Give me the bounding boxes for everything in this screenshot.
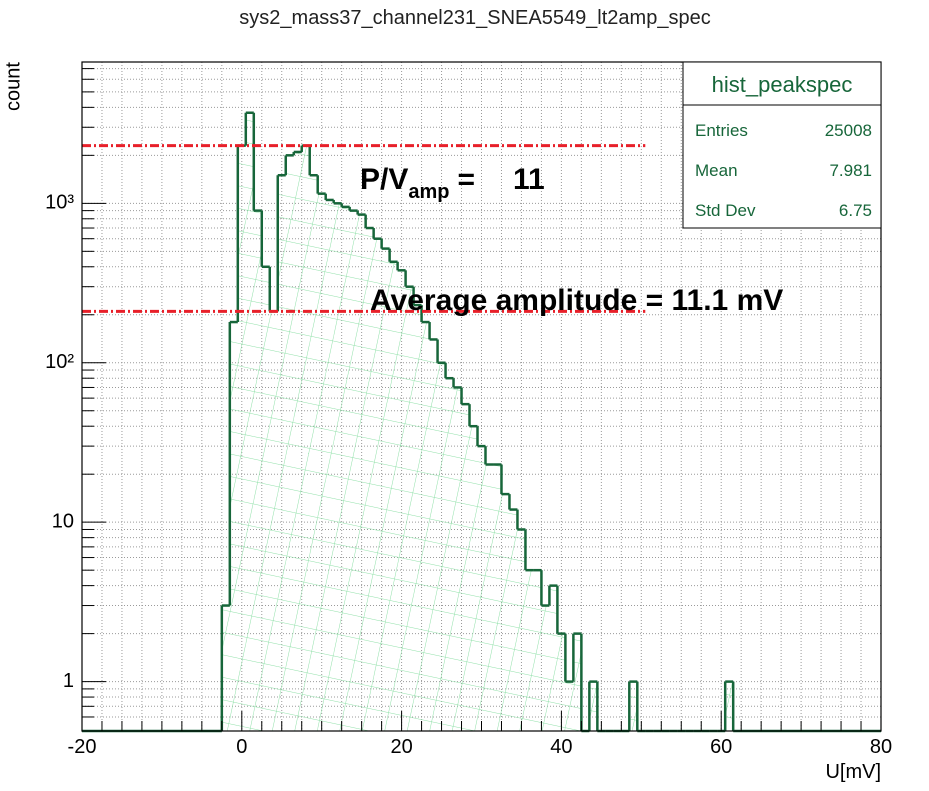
stats-label: Std Dev	[695, 201, 756, 220]
reference-lines	[82, 144, 646, 313]
axes: -20 0 20 40 60 80 1 10 10² 10³	[45, 68, 892, 758]
hist-bar	[285, 155, 294, 731]
hist-bar	[317, 193, 326, 732]
hist-bar	[469, 426, 478, 731]
x-tick-label: 0	[236, 736, 247, 758]
hist-bar	[589, 681, 598, 731]
pv-sub: amp	[408, 181, 449, 203]
stats-value: 25008	[825, 121, 872, 140]
stats-label: Mean	[695, 161, 738, 180]
pv-eq: =	[457, 163, 475, 196]
hist-bar	[517, 529, 526, 731]
hist-bar	[413, 305, 422, 731]
hist-bar	[293, 151, 302, 732]
hist-bar	[389, 261, 398, 731]
hist-bar	[453, 387, 462, 731]
pv-value: 11	[513, 163, 545, 196]
hist-bar	[437, 362, 446, 731]
x-axis-label: U[mV]	[825, 761, 881, 783]
x-tick-label: 60	[710, 736, 732, 758]
hist-bar	[557, 633, 566, 731]
hist-bar	[629, 681, 638, 731]
pv-annotation: P/Vamp = 11	[360, 163, 545, 203]
hist-bar	[349, 210, 358, 731]
y-axis-label: count	[2, 62, 24, 111]
hist-bar	[245, 112, 254, 732]
hist-bar	[309, 175, 318, 731]
hist-bar	[261, 266, 270, 731]
hist-bar	[341, 206, 350, 731]
hist-bar	[501, 494, 510, 731]
x-tick-label: 80	[870, 736, 892, 758]
y-tick-label: 10³	[45, 192, 74, 214]
hist-bar	[237, 145, 246, 732]
hist-bar	[445, 378, 454, 731]
x-tick-label: 40	[550, 736, 572, 758]
hist-bar	[221, 605, 230, 731]
pv-text: P/V	[360, 163, 408, 196]
hist-bar	[325, 199, 334, 732]
x-tick-label: 20	[390, 736, 412, 758]
grid	[81, 62, 882, 731]
chart-title: sys2_mass37_channel231_SNEA5549_lt2amp_s…	[239, 7, 710, 29]
hist-bar	[541, 605, 550, 731]
hist-bar	[365, 228, 374, 731]
hist-bar	[373, 238, 382, 731]
hist-bar	[357, 214, 366, 732]
x-tick-label: -20	[68, 736, 97, 758]
hist-bar	[573, 633, 582, 731]
stats-frame	[682, 61, 882, 229]
hist-bar	[333, 203, 342, 732]
hist-bar	[565, 681, 574, 731]
hist-bar	[229, 322, 238, 731]
y-tick-label: 10²	[45, 351, 74, 373]
stats-box: hist_peakspec Entries 25008 Mean 7.981 Std D…	[682, 61, 882, 229]
y-tick-label: 1	[63, 670, 74, 692]
hist-bar	[509, 509, 518, 731]
hist-bar	[725, 681, 734, 731]
hist-bar	[381, 248, 390, 731]
hist-bar	[493, 464, 502, 731]
hist-bar	[477, 446, 486, 731]
hist-bar	[549, 585, 558, 731]
stats-value: 6.75	[839, 201, 872, 220]
hist-bar	[253, 210, 262, 731]
avg-annotation: Average amplitude = 11.1 mV	[370, 284, 783, 317]
stats-value: 7.981	[829, 161, 872, 180]
hist-bar	[485, 464, 494, 731]
hist-bar	[269, 311, 278, 731]
stats-title: hist_peakspec	[712, 72, 853, 97]
hist-bar	[301, 145, 310, 732]
hist-bar	[429, 339, 438, 731]
hist-bar	[277, 175, 286, 731]
histogram	[82, 111, 881, 733]
hist-bar	[405, 286, 414, 731]
y-tick-label: 10	[52, 510, 74, 532]
hist-bar	[421, 322, 430, 731]
hist-bar	[397, 270, 406, 731]
stats-label: Entries	[695, 121, 748, 140]
hist-bar	[533, 570, 542, 731]
hist-bar	[461, 404, 470, 731]
hist-bar	[525, 570, 534, 731]
